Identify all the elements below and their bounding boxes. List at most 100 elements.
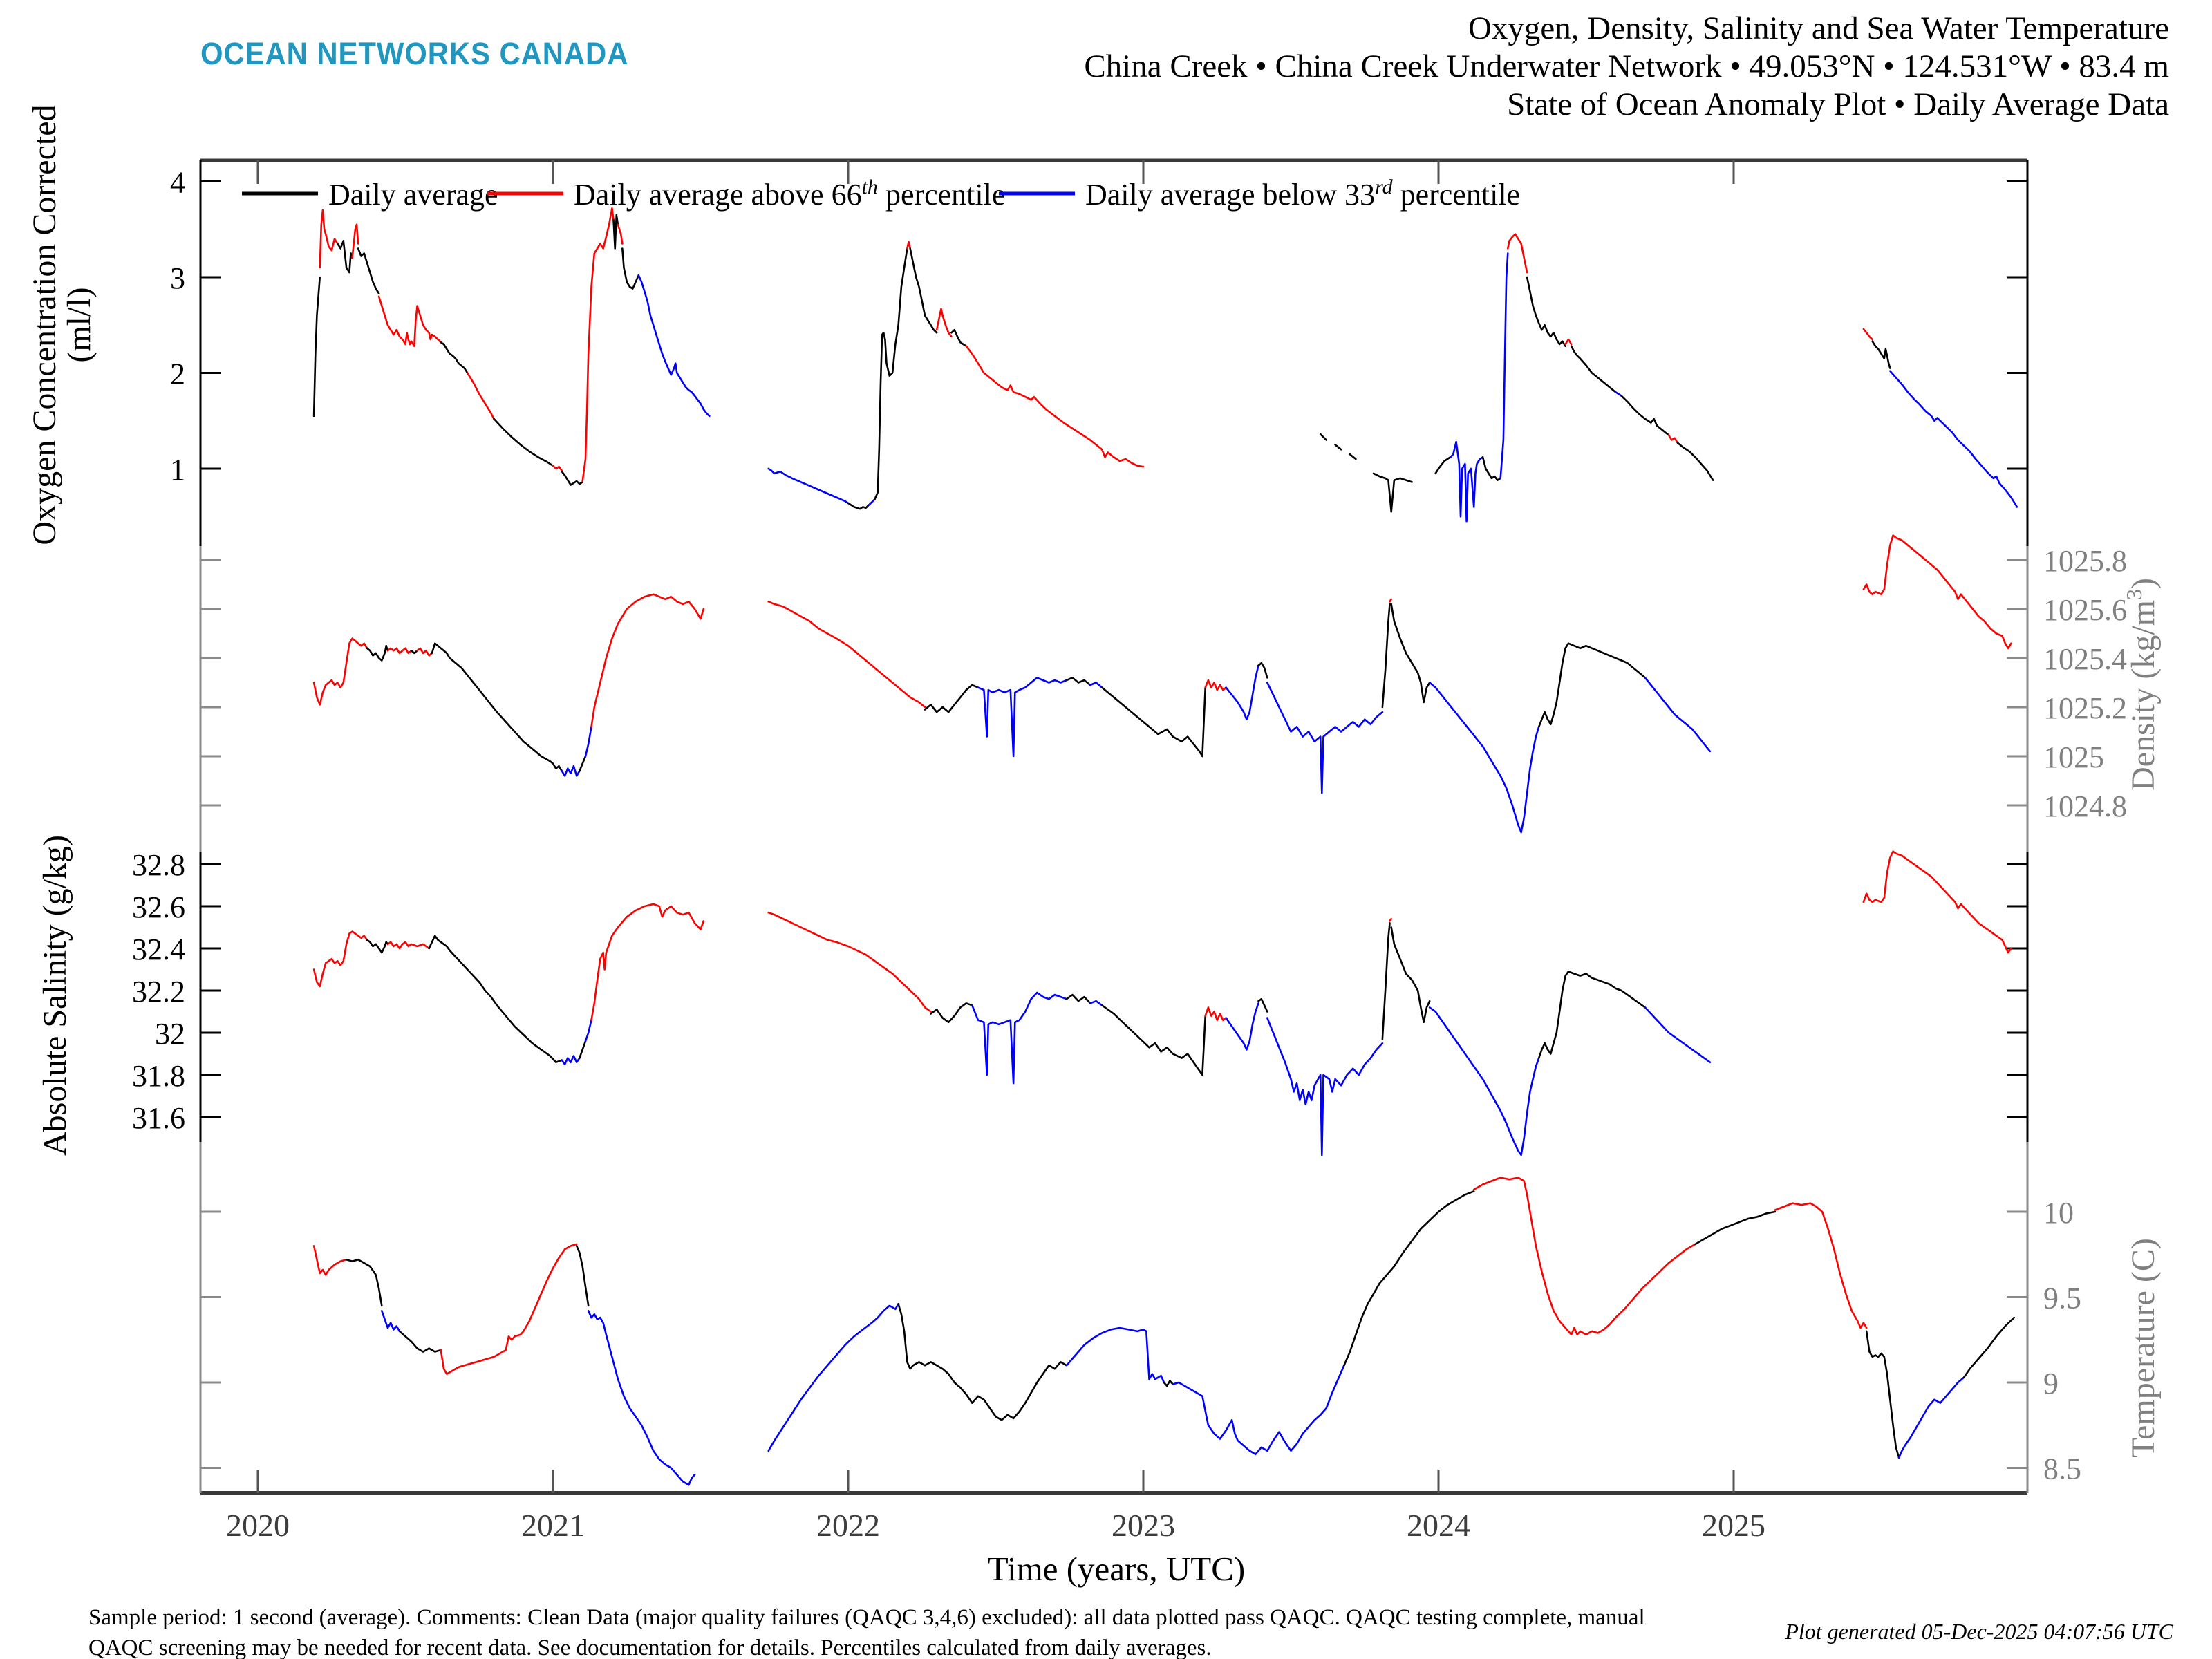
- series-segment-density-20: [1381, 603, 1391, 709]
- series-segment-temperature-17: [1865, 1330, 1900, 1459]
- series-segment-density-24: [1537, 642, 1647, 728]
- series-segment-oxygen-16: [767, 467, 850, 505]
- series-segment-oxygen-12: [612, 214, 619, 250]
- y-axis-title-salinity: Absolute Salinity (g/kg): [37, 835, 73, 1156]
- series-segment-density-14: [1089, 682, 1103, 688]
- series-segment-density-10: [767, 600, 926, 709]
- series-segment-salinity-7: [590, 903, 705, 1021]
- series-segment-temperature-8: [897, 1303, 1068, 1421]
- series-segment-density-7: [579, 755, 587, 772]
- legend-label-1: Daily average above 66th percentile: [574, 176, 1005, 212]
- series-segment-oxygen-13: [617, 223, 624, 245]
- series-segment-oxygen-6: [440, 341, 469, 374]
- y-tick-label: 9.5: [2043, 1282, 2081, 1315]
- series-segment-temperature-15: [1694, 1210, 1777, 1246]
- footer-line-2: QAQC screening may be needed for recent …: [88, 1635, 1212, 1659]
- series-segment-temperature-9: [1065, 1327, 1150, 1380]
- series-segment-salinity-3: [428, 935, 563, 1063]
- series-segment-oxygen-26: [1334, 444, 1342, 451]
- series-segment-temperature-5: [575, 1245, 590, 1307]
- series-segment-temperature-12: [1172, 1365, 1345, 1455]
- series-segment-oxygen-18: [868, 498, 876, 506]
- series-segment-oxygen-41: [1862, 328, 1873, 341]
- series-segment-oxygen-9: [552, 465, 563, 472]
- series-segment-density-0: [312, 637, 368, 706]
- y-tick-label: 1025.8: [2043, 544, 2127, 578]
- legend-label-2: Daily average below 33rd percentile: [1085, 176, 1520, 212]
- series-segment-oxygen-37: [1614, 391, 1622, 397]
- y-axis-title-oxygen: Oxygen Concentration Corrected: [26, 104, 63, 545]
- series-segment-oxygen-0: [312, 276, 321, 418]
- series-segment-salinity-1: [366, 939, 389, 954]
- series-segment-temperature-19: [1962, 1316, 2015, 1378]
- series-segment-oxygen-20: [906, 241, 911, 250]
- series-segment-oxygen-36: [1570, 345, 1617, 393]
- y-tick-label: 32.8: [132, 848, 185, 882]
- title-line-1: Oxygen, Density, Salinity and Sea Water …: [1468, 10, 2169, 46]
- y-tick-label: 8.5: [2043, 1452, 2081, 1486]
- series-segment-oxygen-11: [581, 207, 615, 482]
- y-axis-title-density: Density (kg/m3): [2121, 578, 2162, 791]
- y-tick-label: 1025.6: [2043, 593, 2127, 627]
- series-segment-salinity-16: [1257, 997, 1268, 1013]
- series-segment-salinity-20: [1390, 926, 1431, 1024]
- series-segment-salinity-11: [1065, 993, 1091, 1004]
- y-tick-label: 1024.8: [2043, 789, 2127, 823]
- footer-line-1: Sample period: 1 second (average). Comme…: [88, 1605, 1645, 1630]
- y-tick-label: 32.6: [132, 890, 185, 924]
- series-segment-salinity-14: [1204, 1006, 1227, 1021]
- y-tick-label: 31.8: [132, 1059, 185, 1093]
- series-segment-temperature-4: [440, 1243, 578, 1375]
- series-segment-oxygen-31: [1481, 456, 1501, 481]
- series-segment-temperature-13: [1343, 1190, 1475, 1367]
- series-segment-salinity-9: [930, 1002, 973, 1024]
- series-segment-salinity-15: [1225, 1002, 1259, 1051]
- x-tick-label: 2021: [521, 1508, 585, 1543]
- series-segment-density-6: [561, 765, 581, 777]
- panel-temperature: [312, 1177, 2015, 1486]
- series-segment-temperature-6: [587, 1310, 696, 1486]
- series-segment-oxygen-2: [336, 240, 353, 274]
- x-tick-label: 2024: [1407, 1508, 1470, 1543]
- series-segment-salinity-4: [561, 1055, 581, 1065]
- series-segment-salinity-8: [767, 911, 932, 1013]
- series-segment-density-22: [1390, 603, 1431, 704]
- series-segment-density-25: [1644, 677, 1712, 753]
- series-segment-salinity-12: [1089, 1000, 1103, 1006]
- y-tick-label: 32.4: [132, 932, 185, 966]
- y-tick-label: 4: [170, 166, 185, 200]
- series-segment-oxygen-1: [319, 209, 339, 269]
- plot-generated-timestamp: Plot generated 05-Dec-2025 04:07:56 UTC: [1785, 1619, 2173, 1644]
- series-segment-salinity-0: [312, 930, 368, 988]
- x-tick-label: 2025: [1702, 1508, 1765, 1543]
- series-segment-salinity-5: [579, 1040, 587, 1059]
- title-line-3: State of Ocean Anomaly Plot • Daily Aver…: [1507, 86, 2169, 122]
- series-segment-density-11: [924, 684, 980, 713]
- series-segment-oxygen-17: [847, 502, 870, 510]
- x-tick-label: 2020: [226, 1508, 290, 1543]
- series-segment-oxygen-25: [1319, 433, 1327, 441]
- series-segment-density-1: [366, 644, 389, 662]
- series-segment-oxygen-30: [1449, 440, 1484, 523]
- series-segment-salinity-18: [1381, 922, 1391, 1040]
- series-segment-density-12: [977, 677, 1068, 758]
- series-segment-temperature-11: [1163, 1380, 1174, 1387]
- title-line-2: China Creek • China Creek Underwater Net…: [1084, 48, 2169, 84]
- series-segment-salinity-17: [1266, 1017, 1384, 1156]
- series-segment-oxygen-3: [351, 223, 359, 259]
- series-segment-oxygen-7: [466, 372, 495, 420]
- series-segment-temperature-16: [1774, 1202, 1868, 1329]
- y-tick-label: 31.6: [132, 1101, 185, 1135]
- series-segment-oxygen-5: [377, 295, 442, 348]
- series-segment-temperature-1: [345, 1258, 383, 1307]
- series-segment-oxygen-21: [909, 247, 938, 334]
- series-segment-salinity-10: [971, 991, 1068, 1085]
- y-tick-label: 1: [170, 453, 185, 487]
- series-segment-density-4: [416, 647, 433, 657]
- series-segment-salinity-24: [1862, 850, 2012, 954]
- x-tick-label: 2023: [1112, 1508, 1175, 1543]
- y-tick-label: 32: [155, 1017, 185, 1051]
- series-segment-temperature-0: [312, 1245, 348, 1276]
